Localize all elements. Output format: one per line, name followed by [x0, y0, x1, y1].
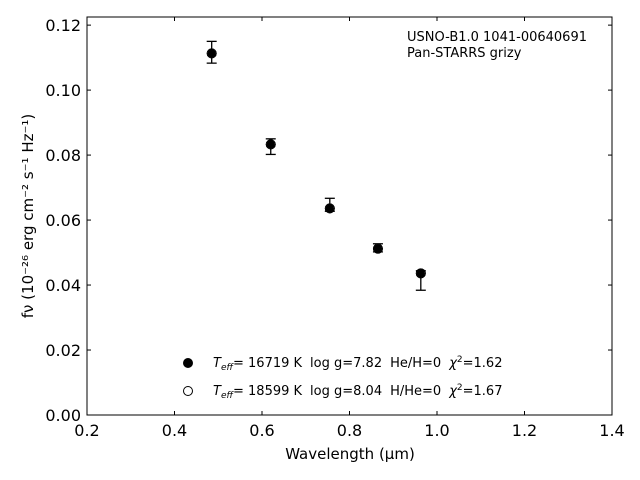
observed-point — [207, 49, 216, 58]
x-axis-label: Wavelength (μm) — [285, 445, 415, 463]
annotation-line-1: USNO-B1.0 1041-00640691 — [407, 30, 587, 45]
x-tick-label: 0.8 — [337, 421, 362, 440]
y-tick-label: 0.02 — [45, 341, 81, 360]
legend-marker-filled — [183, 358, 193, 368]
observed-point — [325, 204, 335, 213]
y-tick-label: 0.10 — [45, 81, 81, 100]
legend-marker-open — [183, 386, 193, 396]
x-tick-label: 1.2 — [512, 421, 537, 440]
y-tick-label: 0.00 — [45, 406, 81, 425]
x-tick-label: 1.0 — [424, 421, 449, 440]
x-tick-label: 0.2 — [74, 421, 99, 440]
x-axis: 0.2 0.4 0.6 0.8 1.0 1.2 1.4 — [74, 17, 625, 440]
annotation-line-2: Pan-STARRS grizy — [407, 46, 522, 61]
observed-points — [206, 40, 426, 291]
observed-point — [373, 244, 383, 253]
y-tick-label: 0.12 — [45, 16, 81, 35]
y-tick-label: 0.06 — [45, 211, 81, 230]
y-axis-label: fν (10⁻²⁶ erg cm⁻² s⁻¹ Hz⁻¹) — [19, 114, 37, 319]
observed-point — [416, 269, 426, 278]
x-tick-label: 1.4 — [599, 421, 624, 440]
y-tick-label: 0.08 — [45, 146, 81, 165]
x-tick-label: 0.6 — [249, 421, 274, 440]
x-tick-label: 0.4 — [162, 421, 187, 440]
observed-point — [266, 140, 275, 149]
y-tick-label: 0.04 — [45, 276, 81, 295]
series-layer — [206, 48, 426, 279]
y-axis: 0.00 0.02 0.04 0.06 0.08 0.10 0.12 — [45, 16, 612, 425]
